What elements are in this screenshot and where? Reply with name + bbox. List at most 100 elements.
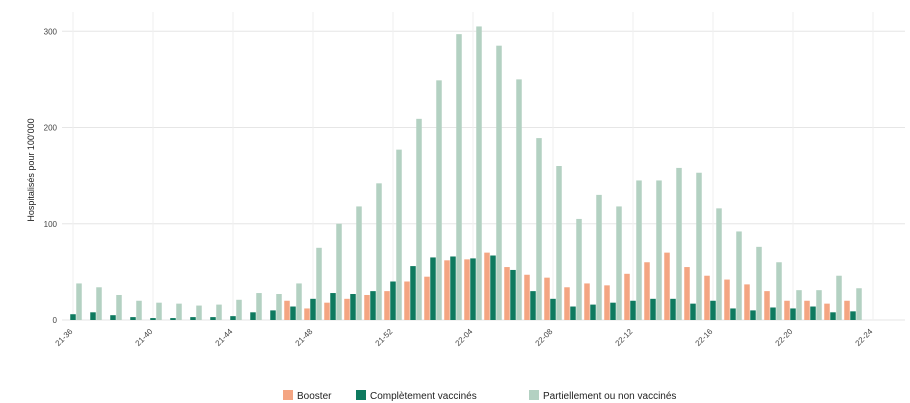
bar-compl-tement-vaccin-s-22-14: [670, 298, 676, 320]
bar-compl-tement-vaccin-s-22-13: [650, 298, 656, 320]
bar-partiellement-ou-non-vaccin-s-21-37: [96, 287, 102, 320]
bar-compl-tement-vaccin-s-21-50: [350, 294, 356, 320]
bar-partiellement-ou-non-vaccin-s-21-41: [176, 303, 182, 320]
x-tick-label: 21-36: [54, 327, 75, 348]
y-axis-title: Hospitalisés pour 100'000: [26, 118, 36, 221]
bar-booster-22-13: [644, 262, 650, 320]
bar-partiellement-ou-non-vaccin-s-22-19: [776, 262, 782, 320]
y-tick-label: 100: [44, 220, 58, 229]
bar-partiellement-ou-non-vaccin-s-21-40: [156, 302, 162, 320]
bar-booster-22-17: [724, 279, 730, 320]
bar-partiellement-ou-non-vaccin-s-22-12: [636, 180, 642, 320]
bar-compl-tement-vaccin-s-22-09: [570, 306, 576, 320]
bar-booster-22-20: [784, 300, 790, 320]
bar-booster-22-09: [564, 287, 570, 320]
bar-compl-tement-vaccin-s-22-17: [730, 308, 736, 320]
bars: [70, 26, 862, 321]
bar-booster-22-02: [424, 276, 430, 320]
bar-compl-tement-vaccin-s-21-49: [330, 293, 336, 320]
bar-compl-tement-vaccin-s-21-38: [110, 315, 116, 320]
bar-partiellement-ou-non-vaccin-s-22-08: [556, 166, 562, 320]
bar-compl-tement-vaccin-s-22-01: [410, 266, 416, 320]
bar-compl-tement-vaccin-s-21-51: [370, 291, 376, 321]
bar-partiellement-ou-non-vaccin-s-22-10: [596, 194, 602, 321]
bar-partiellement-ou-non-vaccin-s-21-50: [356, 206, 362, 320]
bar-compl-tement-vaccin-s-22-08: [550, 298, 556, 320]
bar-partiellement-ou-non-vaccin-s-22-22: [836, 275, 842, 320]
bar-booster-22-15: [684, 267, 690, 320]
legend: Booster Complètement vaccinés Partiellemen…: [283, 390, 676, 402]
bar-partiellement-ou-non-vaccin-s-21-51: [376, 183, 382, 320]
bar-partiellement-ou-non-vaccin-s-22-01: [416, 118, 422, 320]
bar-partiellement-ou-non-vaccin-s-22-23: [856, 288, 862, 320]
bar-partiellement-ou-non-vaccin-s-22-04: [476, 26, 482, 320]
x-tick-label: 21-48: [294, 327, 315, 348]
bar-compl-tement-vaccin-s-22-06: [510, 269, 516, 320]
bar-booster-22-11: [604, 285, 610, 320]
x-axis-ticks: 21-36 21-40 21-44 21-48 21-52 22-04 22-08 22-12…: [54, 327, 875, 348]
bar-compl-tement-vaccin-s-21-45: [250, 312, 256, 320]
y-tick-label: 300: [44, 27, 58, 36]
bar-compl-tement-vaccin-s-22-05: [490, 255, 496, 320]
bar-compl-tement-vaccin-s-22-03: [450, 256, 456, 320]
bar-partiellement-ou-non-vaccin-s-21-49: [336, 223, 342, 320]
bar-partiellement-ou-non-vaccin-s-22-13: [656, 180, 662, 320]
bar-booster-21-49: [324, 302, 330, 320]
x-tick-label: 21-40: [134, 327, 155, 348]
bar-partiellement-ou-non-vaccin-s-21-42: [196, 305, 202, 320]
x-tick-label: 22-20: [774, 327, 795, 348]
x-tick-label: 22-12: [614, 327, 635, 348]
bar-booster-22-18: [744, 284, 750, 320]
bar-partiellement-ou-non-vaccin-s-22-17: [736, 231, 742, 320]
bar-partiellement-ou-non-vaccin-s-22-18: [756, 246, 762, 320]
bar-partiellement-ou-non-vaccin-s-22-15: [696, 172, 702, 320]
bar-partiellement-ou-non-vaccin-s-22-20: [796, 290, 802, 320]
x-tick-label: 21-44: [214, 327, 235, 348]
bar-booster-22-12: [624, 273, 630, 320]
bar-booster-22-03: [444, 260, 450, 320]
bar-compl-tement-vaccin-s-22-20: [790, 308, 796, 320]
x-tick-label: 22-24: [854, 327, 875, 348]
y-tick-label: 200: [44, 124, 58, 133]
bar-partiellement-ou-non-vaccin-s-22-02: [436, 80, 442, 320]
bar-partiellement-ou-non-vaccin-s-21-48: [316, 247, 322, 320]
x-tick-label: 22-16: [694, 327, 715, 348]
x-tick-label: 22-04: [454, 327, 475, 348]
bar-compl-tement-vaccin-s-21-46: [270, 310, 276, 321]
legend-item: Partiellement ou non vaccinés: [529, 390, 676, 402]
legend-swatch: [356, 390, 366, 400]
legend-label: Partiellement ou non vaccinés: [543, 391, 676, 402]
bar-compl-tement-vaccin-s-22-11: [610, 302, 616, 320]
bar-compl-tement-vaccin-s-21-44: [230, 316, 236, 320]
bar-compl-tement-vaccin-s-21-36: [70, 314, 76, 320]
bar-partiellement-ou-non-vaccin-s-21-39: [136, 300, 142, 320]
bar-partiellement-ou-non-vaccin-s-21-44: [236, 299, 242, 320]
legend-item: Booster: [283, 390, 332, 402]
legend-swatch: [529, 390, 539, 400]
bar-compl-tement-vaccin-s-22-21: [810, 306, 816, 320]
bar-booster-22-16: [704, 275, 710, 320]
bar-partiellement-ou-non-vaccin-s-22-05: [496, 45, 502, 320]
bar-partiellement-ou-non-vaccin-s-21-46: [276, 294, 282, 320]
bar-booster-21-50: [344, 298, 350, 320]
bar-compl-tement-vaccin-s-22-02: [430, 257, 436, 320]
y-tick-label: 0: [53, 316, 58, 325]
bar-booster-22-22: [824, 303, 830, 320]
bar-booster-21-47: [284, 300, 290, 320]
bar-partiellement-ou-non-vaccin-s-22-09: [576, 218, 582, 320]
bar-partiellement-ou-non-vaccin-s-22-03: [456, 34, 462, 320]
bar-partiellement-ou-non-vaccin-s-22-07: [536, 138, 542, 320]
bar-booster-22-06: [504, 267, 510, 320]
bar-partiellement-ou-non-vaccin-s-21-45: [256, 293, 262, 320]
bar-partiellement-ou-non-vaccin-s-22-14: [676, 167, 682, 320]
bar-compl-tement-vaccin-s-22-22: [830, 312, 836, 320]
bar-compl-tement-vaccin-s-22-16: [710, 300, 716, 320]
bar-booster-21-52: [384, 291, 390, 321]
bar-booster-21-48: [304, 308, 310, 320]
bar-compl-tement-vaccin-s-22-15: [690, 303, 696, 320]
bar-booster-22-05: [484, 252, 490, 321]
bar-booster-22-01: [404, 281, 410, 320]
bar-partiellement-ou-non-vaccin-s-22-06: [516, 79, 522, 321]
